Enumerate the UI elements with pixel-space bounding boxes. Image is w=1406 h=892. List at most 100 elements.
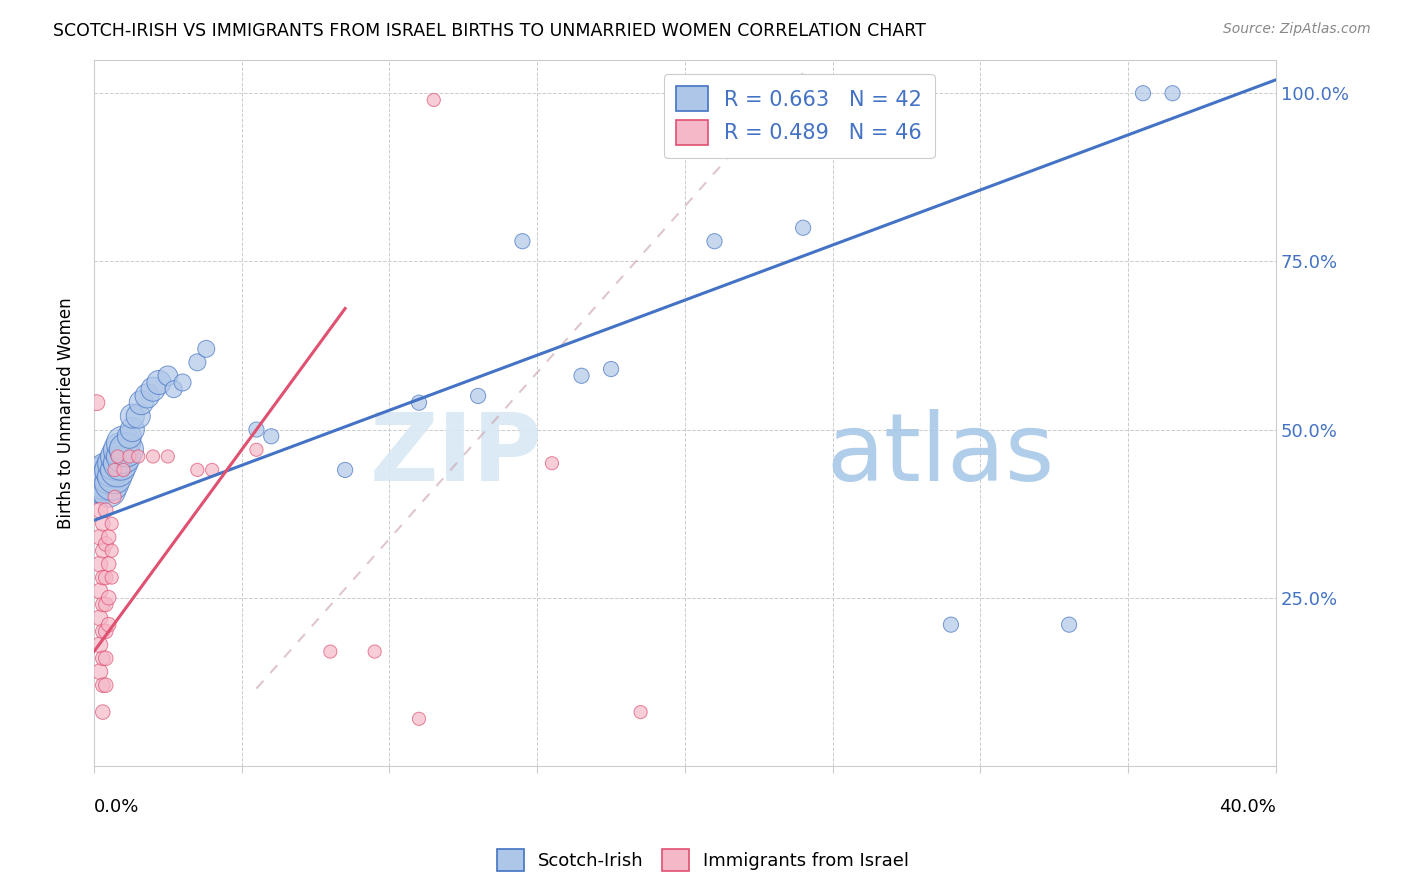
Point <box>121 423 143 437</box>
Point <box>1132 87 1154 101</box>
Point <box>104 469 127 483</box>
Point <box>94 537 117 551</box>
Point <box>112 450 135 464</box>
Point <box>97 617 120 632</box>
Text: 40.0%: 40.0% <box>1219 797 1277 816</box>
Point <box>97 530 120 544</box>
Point <box>94 476 117 491</box>
Point <box>156 368 179 383</box>
Point <box>156 450 179 464</box>
Point <box>112 436 135 450</box>
Point <box>127 409 149 424</box>
Point <box>91 516 114 531</box>
Point <box>600 362 623 376</box>
Point <box>94 651 117 665</box>
Point <box>104 490 127 504</box>
Point <box>333 463 356 477</box>
Point <box>163 382 186 396</box>
Point <box>245 442 267 457</box>
Point <box>100 570 122 584</box>
Point <box>91 480 114 494</box>
Point <box>91 624 114 639</box>
Point <box>97 483 120 497</box>
Point <box>110 442 132 457</box>
Point <box>939 617 962 632</box>
Point <box>104 463 127 477</box>
Point <box>408 712 430 726</box>
Point <box>97 469 120 483</box>
Point <box>792 220 814 235</box>
Point <box>89 530 111 544</box>
Point <box>541 456 564 470</box>
Point <box>104 456 127 470</box>
Point <box>86 395 108 409</box>
Point <box>245 423 267 437</box>
Point <box>91 467 114 481</box>
Point <box>467 389 489 403</box>
Point <box>129 395 152 409</box>
Text: Source: ZipAtlas.com: Source: ZipAtlas.com <box>1223 22 1371 37</box>
Point <box>703 234 725 248</box>
Point <box>91 678 114 692</box>
Point <box>100 543 122 558</box>
Point <box>186 463 208 477</box>
Point <box>100 476 122 491</box>
Point <box>94 598 117 612</box>
Point <box>107 450 129 464</box>
Text: SCOTCH-IRISH VS IMMIGRANTS FROM ISRAEL BIRTHS TO UNMARRIED WOMEN CORRELATION CHA: SCOTCH-IRISH VS IMMIGRANTS FROM ISRAEL B… <box>53 22 927 40</box>
Point <box>89 557 111 571</box>
Point <box>89 665 111 679</box>
Point <box>630 705 652 719</box>
Point <box>142 450 165 464</box>
Point <box>91 598 114 612</box>
Legend: R = 0.663   N = 42, R = 0.489   N = 46: R = 0.663 N = 42, R = 0.489 N = 46 <box>664 73 935 158</box>
Point <box>195 342 218 356</box>
Point <box>118 450 141 464</box>
Point <box>97 591 120 605</box>
Point <box>127 450 149 464</box>
Point <box>89 480 111 494</box>
Point <box>201 463 224 477</box>
Point <box>148 376 170 390</box>
Point <box>319 644 342 658</box>
Point <box>94 570 117 584</box>
Point <box>112 463 135 477</box>
Point <box>186 355 208 369</box>
Point <box>91 705 114 719</box>
Point <box>115 442 138 457</box>
Point <box>107 450 129 464</box>
Point <box>91 651 114 665</box>
Point <box>363 644 385 658</box>
Text: ZIP: ZIP <box>370 409 543 501</box>
Point <box>100 516 122 531</box>
Point <box>89 638 111 652</box>
Point <box>121 409 143 424</box>
Point <box>107 463 129 477</box>
Point <box>423 93 446 107</box>
Point <box>89 503 111 517</box>
Point <box>94 463 117 477</box>
Point <box>94 678 117 692</box>
Point <box>100 463 122 477</box>
Point <box>142 382 165 396</box>
Point <box>408 395 430 409</box>
Point <box>136 389 159 403</box>
Point <box>94 624 117 639</box>
Point <box>1161 87 1184 101</box>
Point <box>89 584 111 599</box>
Point <box>91 543 114 558</box>
Legend: Scotch-Irish, Immigrants from Israel: Scotch-Irish, Immigrants from Israel <box>489 842 917 879</box>
Point <box>89 611 111 625</box>
Point <box>172 376 194 390</box>
Point <box>1057 617 1080 632</box>
Point <box>97 557 120 571</box>
Point <box>110 456 132 470</box>
Point <box>851 87 873 101</box>
Point <box>571 368 593 383</box>
Point <box>512 234 534 248</box>
Y-axis label: Births to Unmarried Women: Births to Unmarried Women <box>58 297 75 529</box>
Point <box>94 503 117 517</box>
Point <box>118 429 141 443</box>
Point <box>91 570 114 584</box>
Text: 0.0%: 0.0% <box>94 797 139 816</box>
